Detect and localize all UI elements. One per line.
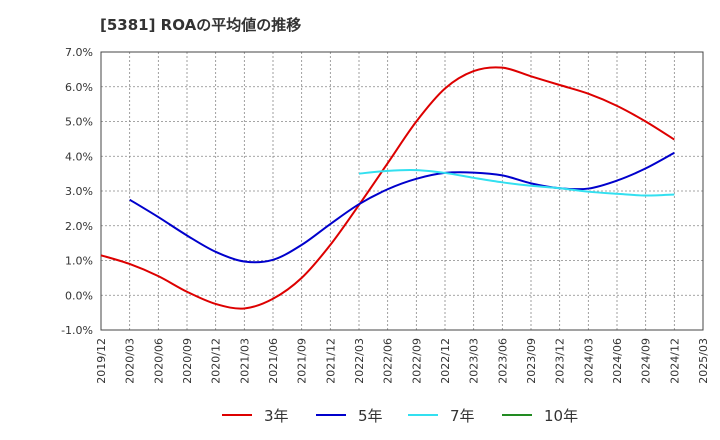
y-tick-label: 1.0% <box>65 255 93 268</box>
x-tick-label: 2024/06 <box>611 338 624 384</box>
x-tick-label: 2019/12 <box>95 338 108 384</box>
series-line-1 <box>100 66 675 310</box>
x-tick-label: 2021/03 <box>238 338 251 384</box>
x-tick-label: 2021/09 <box>296 338 309 384</box>
x-tick-label: 2020/06 <box>152 338 165 384</box>
x-tick-label: 2023/12 <box>554 338 567 384</box>
legend-label-1: 3年 <box>264 407 289 425</box>
x-tick-label: 2023/06 <box>496 338 509 384</box>
x-tick-label: 2022/06 <box>382 338 395 384</box>
series-line-3 <box>358 169 675 197</box>
y-tick-label: 7.0% <box>65 46 93 59</box>
x-tick-label: 2021/06 <box>267 338 280 384</box>
y-tick-label: 5.0% <box>65 116 93 129</box>
x-tick-label: 2022/09 <box>410 338 423 384</box>
x-tick-label: 2024/12 <box>668 338 681 384</box>
y-tick-label: 0.0% <box>65 289 93 302</box>
y-tick-label: 4.0% <box>65 150 93 163</box>
y-tick-label: -1.0% <box>61 324 93 337</box>
x-tick-label: 2023/09 <box>525 338 538 384</box>
x-tick-label: 2022/03 <box>353 338 366 384</box>
x-tick-label: 2023/03 <box>468 338 481 384</box>
chart-title: [5381] ROAの平均値の推移 <box>100 16 302 34</box>
x-tick-label: 2024/03 <box>582 338 595 384</box>
x-tick-label: 2024/09 <box>640 338 653 384</box>
x-tick-label: 2020/03 <box>124 338 137 384</box>
series-line-2 <box>129 151 675 264</box>
y-tick-label: 2.0% <box>65 220 93 233</box>
x-tick-label: 2022/12 <box>439 338 452 384</box>
x-tick-label: 2020/09 <box>181 338 194 384</box>
y-tick-label: 3.0% <box>65 185 93 198</box>
y-tick-label: 6.0% <box>65 81 93 94</box>
legend-label-4: 10年 <box>544 407 578 425</box>
plot-border <box>100 51 704 331</box>
x-tick-label: 2021/12 <box>324 338 337 384</box>
x-tick-label: 2020/12 <box>210 338 223 384</box>
legend-label-2: 5年 <box>358 407 383 425</box>
legend-label-3: 7年 <box>450 407 475 425</box>
x-tick-label: 2025/03 <box>697 338 710 384</box>
